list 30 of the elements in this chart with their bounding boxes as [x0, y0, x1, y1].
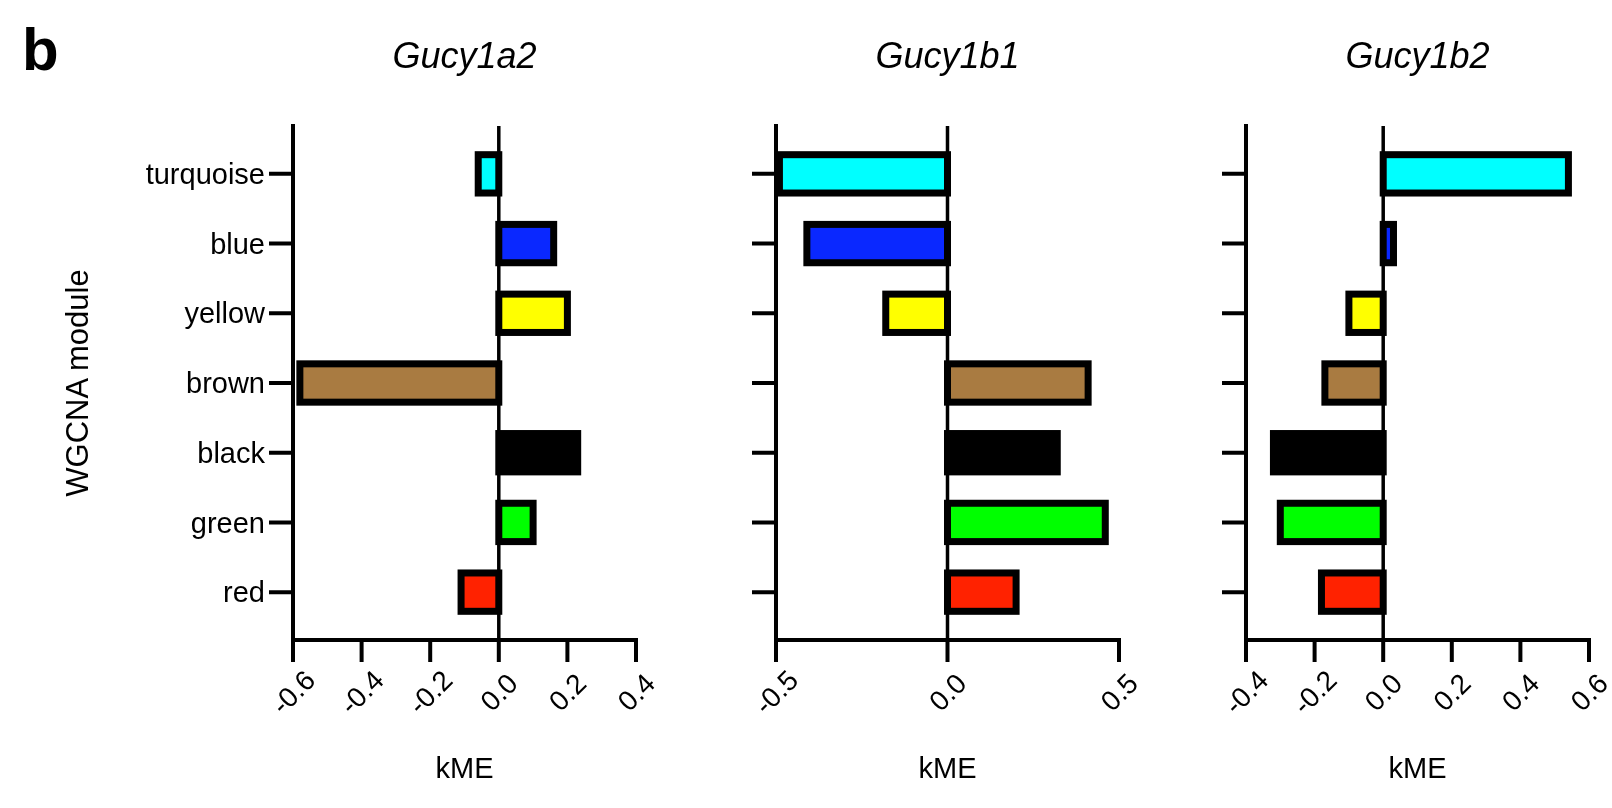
x-tick-label: -0.4	[1218, 664, 1275, 721]
text: b	[22, 16, 59, 83]
y-tick-label: turquoise	[145, 158, 265, 191]
x-tick-label: 0.4	[1495, 667, 1546, 717]
chart-title: Gucy1b2	[1345, 35, 1490, 76]
y-tick-label: black	[197, 436, 266, 469]
chart-title: Gucy1b1	[875, 35, 1020, 76]
x-tick-label: 0.2	[542, 667, 593, 717]
x-tick-label: 0.5	[1094, 667, 1144, 717]
y-tick-label: yellow	[184, 297, 267, 330]
x-tick-label: -0.5	[748, 664, 805, 721]
y-axis-title: WGCNA module	[60, 269, 95, 497]
x-tick-label: -0.2	[402, 664, 459, 721]
x-tick-label: 0.2	[1427, 667, 1477, 717]
x-tick-label: -0.2	[1286, 664, 1343, 721]
y-tick-label: red	[223, 576, 265, 609]
chart-title: Gucy1a2	[392, 35, 537, 76]
x-axis-title: kME	[1388, 752, 1447, 784]
x-tick-label: 0.0	[474, 667, 524, 717]
y-tick-label: blue	[210, 227, 265, 260]
x-tick-label: 0.6	[1564, 667, 1612, 717]
x-axis-title: kME	[435, 752, 494, 784]
y-tick-label: green	[190, 506, 265, 539]
x-axis-title: kME	[918, 752, 977, 784]
x-tick-label: 0.0	[1358, 667, 1409, 717]
x-tick-label: 0.0	[922, 667, 973, 717]
x-tick-label: -0.4	[333, 664, 390, 721]
x-tick-label: 0.4	[611, 667, 661, 717]
x-tick-label: -0.6	[265, 664, 322, 721]
y-tick-label: brown	[186, 367, 265, 400]
